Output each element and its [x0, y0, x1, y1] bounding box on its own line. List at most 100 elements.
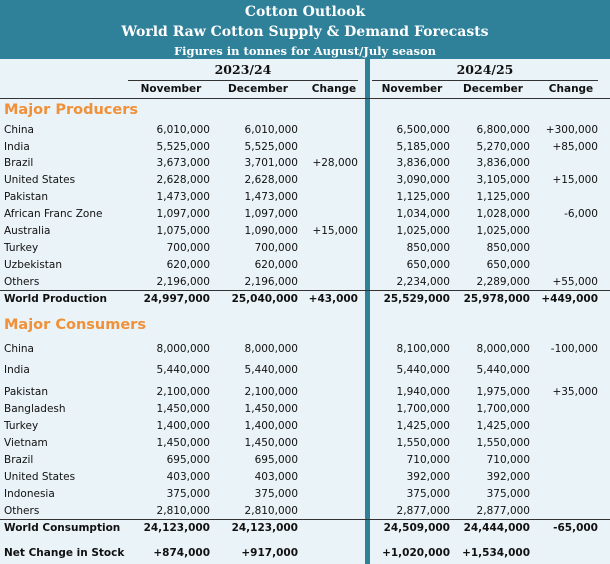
row-label: Australia [4, 225, 51, 237]
value-cell: 1,550,000 [396, 437, 450, 449]
value-cell: 3,090,000 [396, 174, 450, 186]
section-title-consumers: Major Consumers [4, 317, 146, 333]
value-cell: 5,270,000 [476, 141, 530, 153]
value-cell: 710,000 [406, 454, 450, 466]
value-cell: 8,100,000 [396, 343, 450, 355]
value-cell: 1,450,000 [244, 403, 298, 415]
table-row: Pakistan 1,473,000 1,473,000 1,125,000 1,125… [0, 191, 610, 207]
table-row: United States 403,000 403,000 392,000 392,00… [0, 471, 610, 487]
value-cell: 5,440,000 [244, 364, 298, 376]
value-cell: 2,877,000 [476, 505, 530, 517]
value-cell: 3,836,000 [476, 157, 530, 169]
value-cell: +55,000 [552, 276, 598, 288]
value-cell: 5,185,000 [396, 141, 450, 153]
report-header: Cotton Outlook World Raw Cotton Supply &… [0, 0, 610, 59]
season-header-2024: 2024/25 [372, 62, 598, 81]
units-note: Figures in tonnes for August/July season [174, 44, 436, 58]
row-label: Brazil [4, 454, 34, 466]
value-cell: 375,000 [166, 488, 210, 500]
value-cell: 1,097,000 [244, 208, 298, 220]
value-cell: 6,800,000 [476, 124, 530, 136]
col-header-dec-2024: December [463, 83, 523, 95]
value-cell: 5,440,000 [396, 364, 450, 376]
value-cell: 1,450,000 [156, 403, 210, 415]
value-cell: 5,525,000 [244, 141, 298, 153]
value-cell: 1,090,000 [244, 225, 298, 237]
section-title-producers: Major Producers [4, 102, 138, 118]
value-cell: +43,000 [308, 293, 358, 305]
value-cell: 2,877,000 [396, 505, 450, 517]
value-cell: 2,196,000 [244, 276, 298, 288]
value-cell: 700,000 [166, 242, 210, 254]
value-cell: 850,000 [486, 242, 530, 254]
col-header-dec-2023: December [228, 83, 288, 95]
value-cell: 1,025,000 [476, 225, 530, 237]
table-row: Vietnam 1,450,000 1,450,000 1,550,000 1,550,… [0, 437, 610, 453]
value-cell: 1,028,000 [476, 208, 530, 220]
row-label: United States [4, 471, 76, 483]
consumption-total-rule [0, 519, 610, 520]
value-cell: -6,000 [564, 208, 598, 220]
col-header-change-2023: Change [311, 83, 357, 95]
value-cell: 1,400,000 [244, 420, 298, 432]
value-cell: +28,000 [312, 157, 358, 169]
row-label: Others [4, 505, 40, 517]
row-label: Turkey [4, 420, 39, 432]
value-cell: 2,100,000 [156, 386, 210, 398]
row-label: African Franc Zone [4, 208, 103, 220]
value-cell: 2,289,000 [476, 276, 530, 288]
value-cell: 1,700,000 [476, 403, 530, 415]
value-cell: 2,234,000 [396, 276, 450, 288]
value-cell: 24,123,000 [231, 522, 298, 534]
row-label: India [4, 364, 30, 376]
value-cell: -65,000 [553, 522, 598, 534]
value-cell: 8,000,000 [244, 343, 298, 355]
production-total-rule [0, 290, 610, 291]
row-label: China [4, 124, 34, 136]
value-cell: 25,040,000 [231, 293, 298, 305]
value-cell: +15,000 [312, 225, 358, 237]
value-cell: 2,196,000 [156, 276, 210, 288]
value-cell: 620,000 [254, 259, 298, 271]
value-cell: 1,450,000 [156, 437, 210, 449]
value-cell: 24,997,000 [143, 293, 210, 305]
value-cell: 1,025,000 [396, 225, 450, 237]
value-cell: 650,000 [406, 259, 450, 271]
value-cell: 24,509,000 [383, 522, 450, 534]
value-cell: 1,940,000 [396, 386, 450, 398]
table-row: Bangladesh 1,450,000 1,450,000 1,700,000 1,7… [0, 403, 610, 419]
value-cell: 2,810,000 [156, 505, 210, 517]
value-cell: 403,000 [166, 471, 210, 483]
value-cell: 392,000 [406, 471, 450, 483]
row-label: India [4, 141, 30, 153]
value-cell: 1,034,000 [396, 208, 450, 220]
table-row: China 8,000,000 8,000,000 8,100,000 8,000,00… [0, 343, 610, 359]
row-label: Brazil [4, 157, 34, 169]
table-row: Indonesia 375,000 375,000 375,000 375,000 [0, 488, 610, 504]
table-row: India 5,440,000 5,440,000 5,440,000 5,440,00… [0, 364, 610, 380]
col-header-nov-2024: November [381, 83, 443, 95]
value-cell: 1,097,000 [156, 208, 210, 220]
col-header-nov-2023: November [140, 83, 202, 95]
row-label: Vietnam [4, 437, 48, 449]
row-label: Pakistan [4, 191, 48, 203]
value-cell: 375,000 [486, 488, 530, 500]
table-row: Brazil 3,673,000 3,701,000 +28,000 3,836,000… [0, 157, 610, 173]
table-row: Pakistan 2,100,000 2,100,000 1,940,000 1,975… [0, 386, 610, 402]
value-cell: 695,000 [254, 454, 298, 466]
value-cell: 2,628,000 [156, 174, 210, 186]
value-cell: 8,000,000 [476, 343, 530, 355]
value-cell: 25,529,000 [383, 293, 450, 305]
report-title: Cotton Outlook [244, 4, 366, 20]
value-cell: 2,810,000 [244, 505, 298, 517]
value-cell: 24,444,000 [463, 522, 530, 534]
value-cell: 1,125,000 [396, 191, 450, 203]
table-row: Others 2,810,000 2,810,000 2,877,000 2,877,0… [0, 505, 610, 521]
value-cell: 1,975,000 [476, 386, 530, 398]
value-cell: 1,400,000 [156, 420, 210, 432]
value-cell: 5,440,000 [476, 364, 530, 376]
value-cell: 1,473,000 [156, 191, 210, 203]
value-cell: 375,000 [406, 488, 450, 500]
row-label: Bangladesh [4, 403, 66, 415]
value-cell: 1,700,000 [396, 403, 450, 415]
